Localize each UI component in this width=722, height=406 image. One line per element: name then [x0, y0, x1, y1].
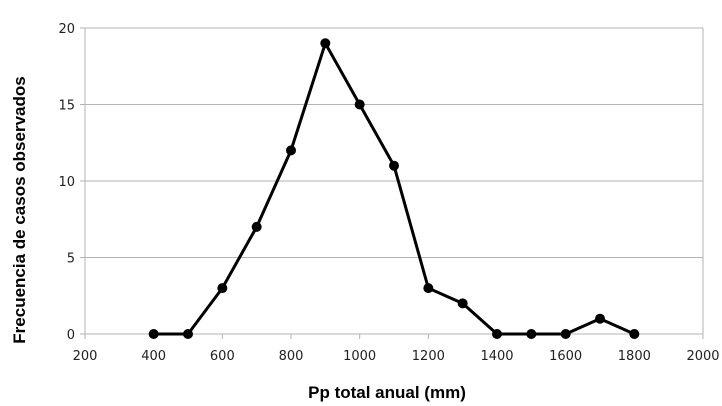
x-tick-label: 1600 — [549, 349, 582, 364]
data-point-marker — [320, 38, 331, 49]
x-tick-labels: 200 400 600 800 1000 1200 1400 1600 1800 2000 — [73, 349, 720, 364]
data-point-marker — [217, 283, 228, 294]
y-tick-label: 15 — [58, 99, 75, 114]
data-point-marker — [148, 329, 159, 339]
y-tick-label: 0 — [67, 328, 75, 343]
y-tick-labels: 0 5 10 15 20 — [58, 22, 75, 343]
x-tick-label: 1800 — [618, 349, 651, 364]
data-point-marker — [423, 283, 434, 294]
x-tick-label: 1000 — [343, 349, 376, 364]
data-point-marker — [629, 329, 640, 339]
y-tick-label: 5 — [67, 252, 75, 267]
x-tick-label: 1200 — [412, 349, 445, 364]
data-point-marker — [526, 329, 537, 339]
y-tick-label: 10 — [58, 175, 75, 190]
data-point-marker — [354, 99, 365, 110]
data-point-marker — [457, 298, 468, 309]
data-point-marker — [286, 145, 296, 156]
x-tick-label: 200 — [73, 349, 98, 364]
x-tick-label: 600 — [210, 349, 235, 364]
data-point-marker — [251, 221, 262, 232]
data-point-marker — [389, 160, 399, 171]
x-tick-label: 2000 — [686, 349, 719, 364]
data-point-marker — [183, 329, 193, 339]
data-point-marker — [595, 313, 605, 324]
y-axis-title: Frecuencia de casos observados — [10, 76, 29, 343]
x-tick-label: 800 — [279, 349, 304, 364]
x-axis-title: Pp total anual (mm) — [308, 383, 466, 402]
data-point-marker — [492, 329, 502, 339]
y-tick-label: 20 — [58, 22, 75, 37]
data-series — [148, 38, 640, 339]
x-tick-label: 400 — [141, 349, 166, 364]
axes — [80, 27, 704, 339]
x-tick-label: 1400 — [480, 349, 513, 364]
data-point-marker — [560, 329, 571, 339]
grid-lines — [85, 27, 703, 258]
